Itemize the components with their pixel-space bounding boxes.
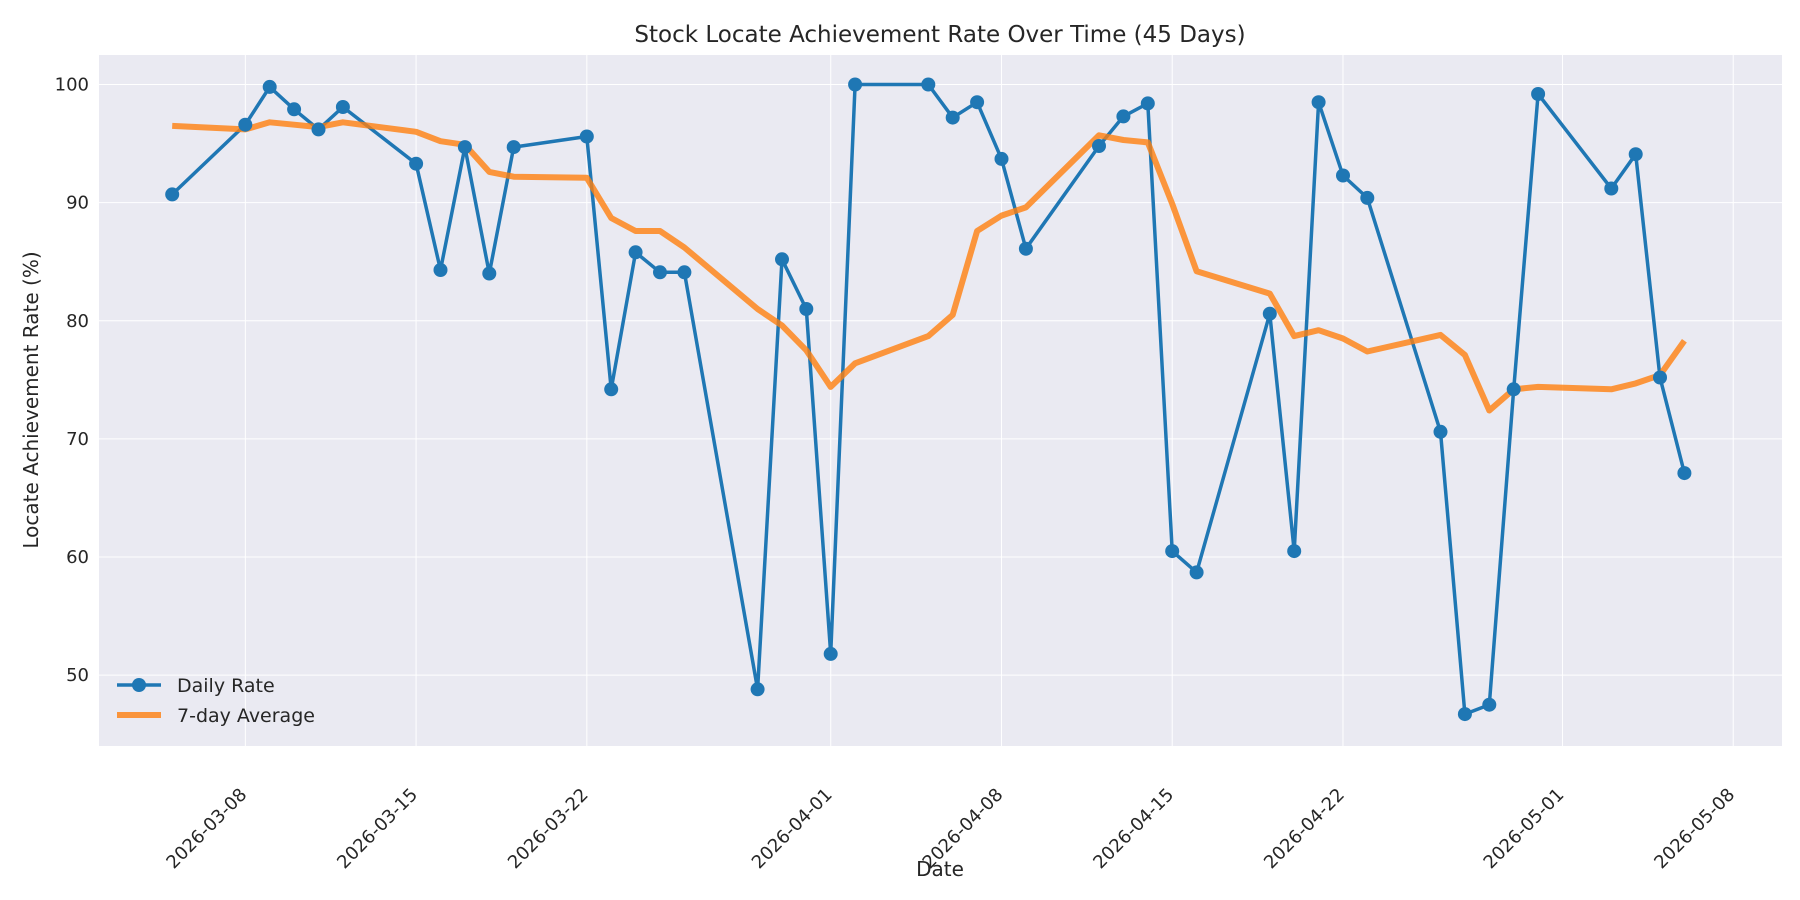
legend-daily-marker [132,678,146,692]
daily-rate-point [945,110,960,125]
daily-rate-point [335,100,350,114]
daily-rate-point [1336,168,1350,183]
legend-daily-label: Daily Rate [177,675,275,697]
daily-rate-point [238,117,253,132]
legend: Daily Rate 7-day Average [117,675,315,727]
daily-rate-point [1677,466,1692,481]
daily-rate-point [1116,109,1131,124]
daily-rate-point [1457,707,1472,722]
x-tick-label: 2026-05-08 [1650,784,1739,873]
y-tick-label: 100 [55,75,89,96]
daily-rate-point [604,382,619,397]
y-axis-label: Locate Achievement Rate (%) [19,251,43,548]
y-tick-label: 50 [66,665,89,686]
daily-rate-point [848,77,863,92]
x-tick-label: 2026-04-15 [1089,784,1178,873]
daily-rate-point [1604,181,1619,196]
daily-rate-point [165,187,180,202]
y-axis: 50 60 70 80 90 100 [55,75,89,687]
daily-rate-point [823,646,838,661]
daily-rate-point [750,682,765,697]
daily-rate-point [1165,544,1180,559]
daily-rate-point [579,129,594,144]
daily-rate-point [506,140,521,155]
daily-rate-point [677,265,692,280]
x-axis-label: Date [916,857,964,881]
daily-rate-point [628,245,643,260]
daily-rate-point [994,151,1009,166]
daily-rate-point [1311,95,1326,110]
daily-rate-point [1360,190,1375,205]
x-tick-label: 2026-03-08 [162,784,251,873]
x-tick-label: 2026-04-22 [1260,784,1349,873]
daily-rate-point [1092,139,1106,153]
daily-rate-point [775,252,789,267]
legend-average-label: 7-day Average [177,705,315,727]
daily-rate-point [653,265,667,280]
daily-rate-point [970,95,985,110]
x-tick-label: 2026-03-15 [333,784,422,873]
daily-rate-point [1628,147,1643,162]
daily-rate-point [1189,565,1204,580]
y-tick-label: 60 [66,547,89,568]
daily-rate-point [1506,382,1521,397]
daily-rate-point [921,77,936,92]
daily-rate-point [311,122,326,137]
y-tick-label: 80 [66,311,89,332]
daily-rate-point [1433,424,1448,439]
daily-rate-point [287,102,302,117]
daily-rate-point [1262,306,1277,321]
x-tick-label: 2026-03-22 [504,784,593,873]
daily-rate-point [1287,544,1302,559]
plot-area [99,55,1782,746]
daily-rate-point [409,156,424,171]
seven-day-average-line [172,119,1687,414]
daily-rate-point [1531,87,1546,101]
daily-rate-point [1018,241,1033,256]
x-tick-label: 2026-05-01 [1480,784,1569,873]
daily-rate-point [1653,370,1667,385]
daily-rate-point [433,263,448,277]
daily-rate-point [1482,697,1497,712]
daily-rate-point [799,302,814,316]
grid-lines [99,55,1782,746]
x-tick-label: 2026-04-01 [748,784,837,873]
y-tick-label: 90 [66,193,89,214]
daily-rate-point [457,140,472,155]
chart-title: Stock Locate Achievement Rate Over Time … [634,22,1245,48]
daily-rate-point [262,79,277,94]
daily-rate-point [482,266,497,281]
series-layer [165,77,1692,722]
daily-rate-point [1140,96,1155,111]
y-tick-label: 70 [66,429,89,450]
